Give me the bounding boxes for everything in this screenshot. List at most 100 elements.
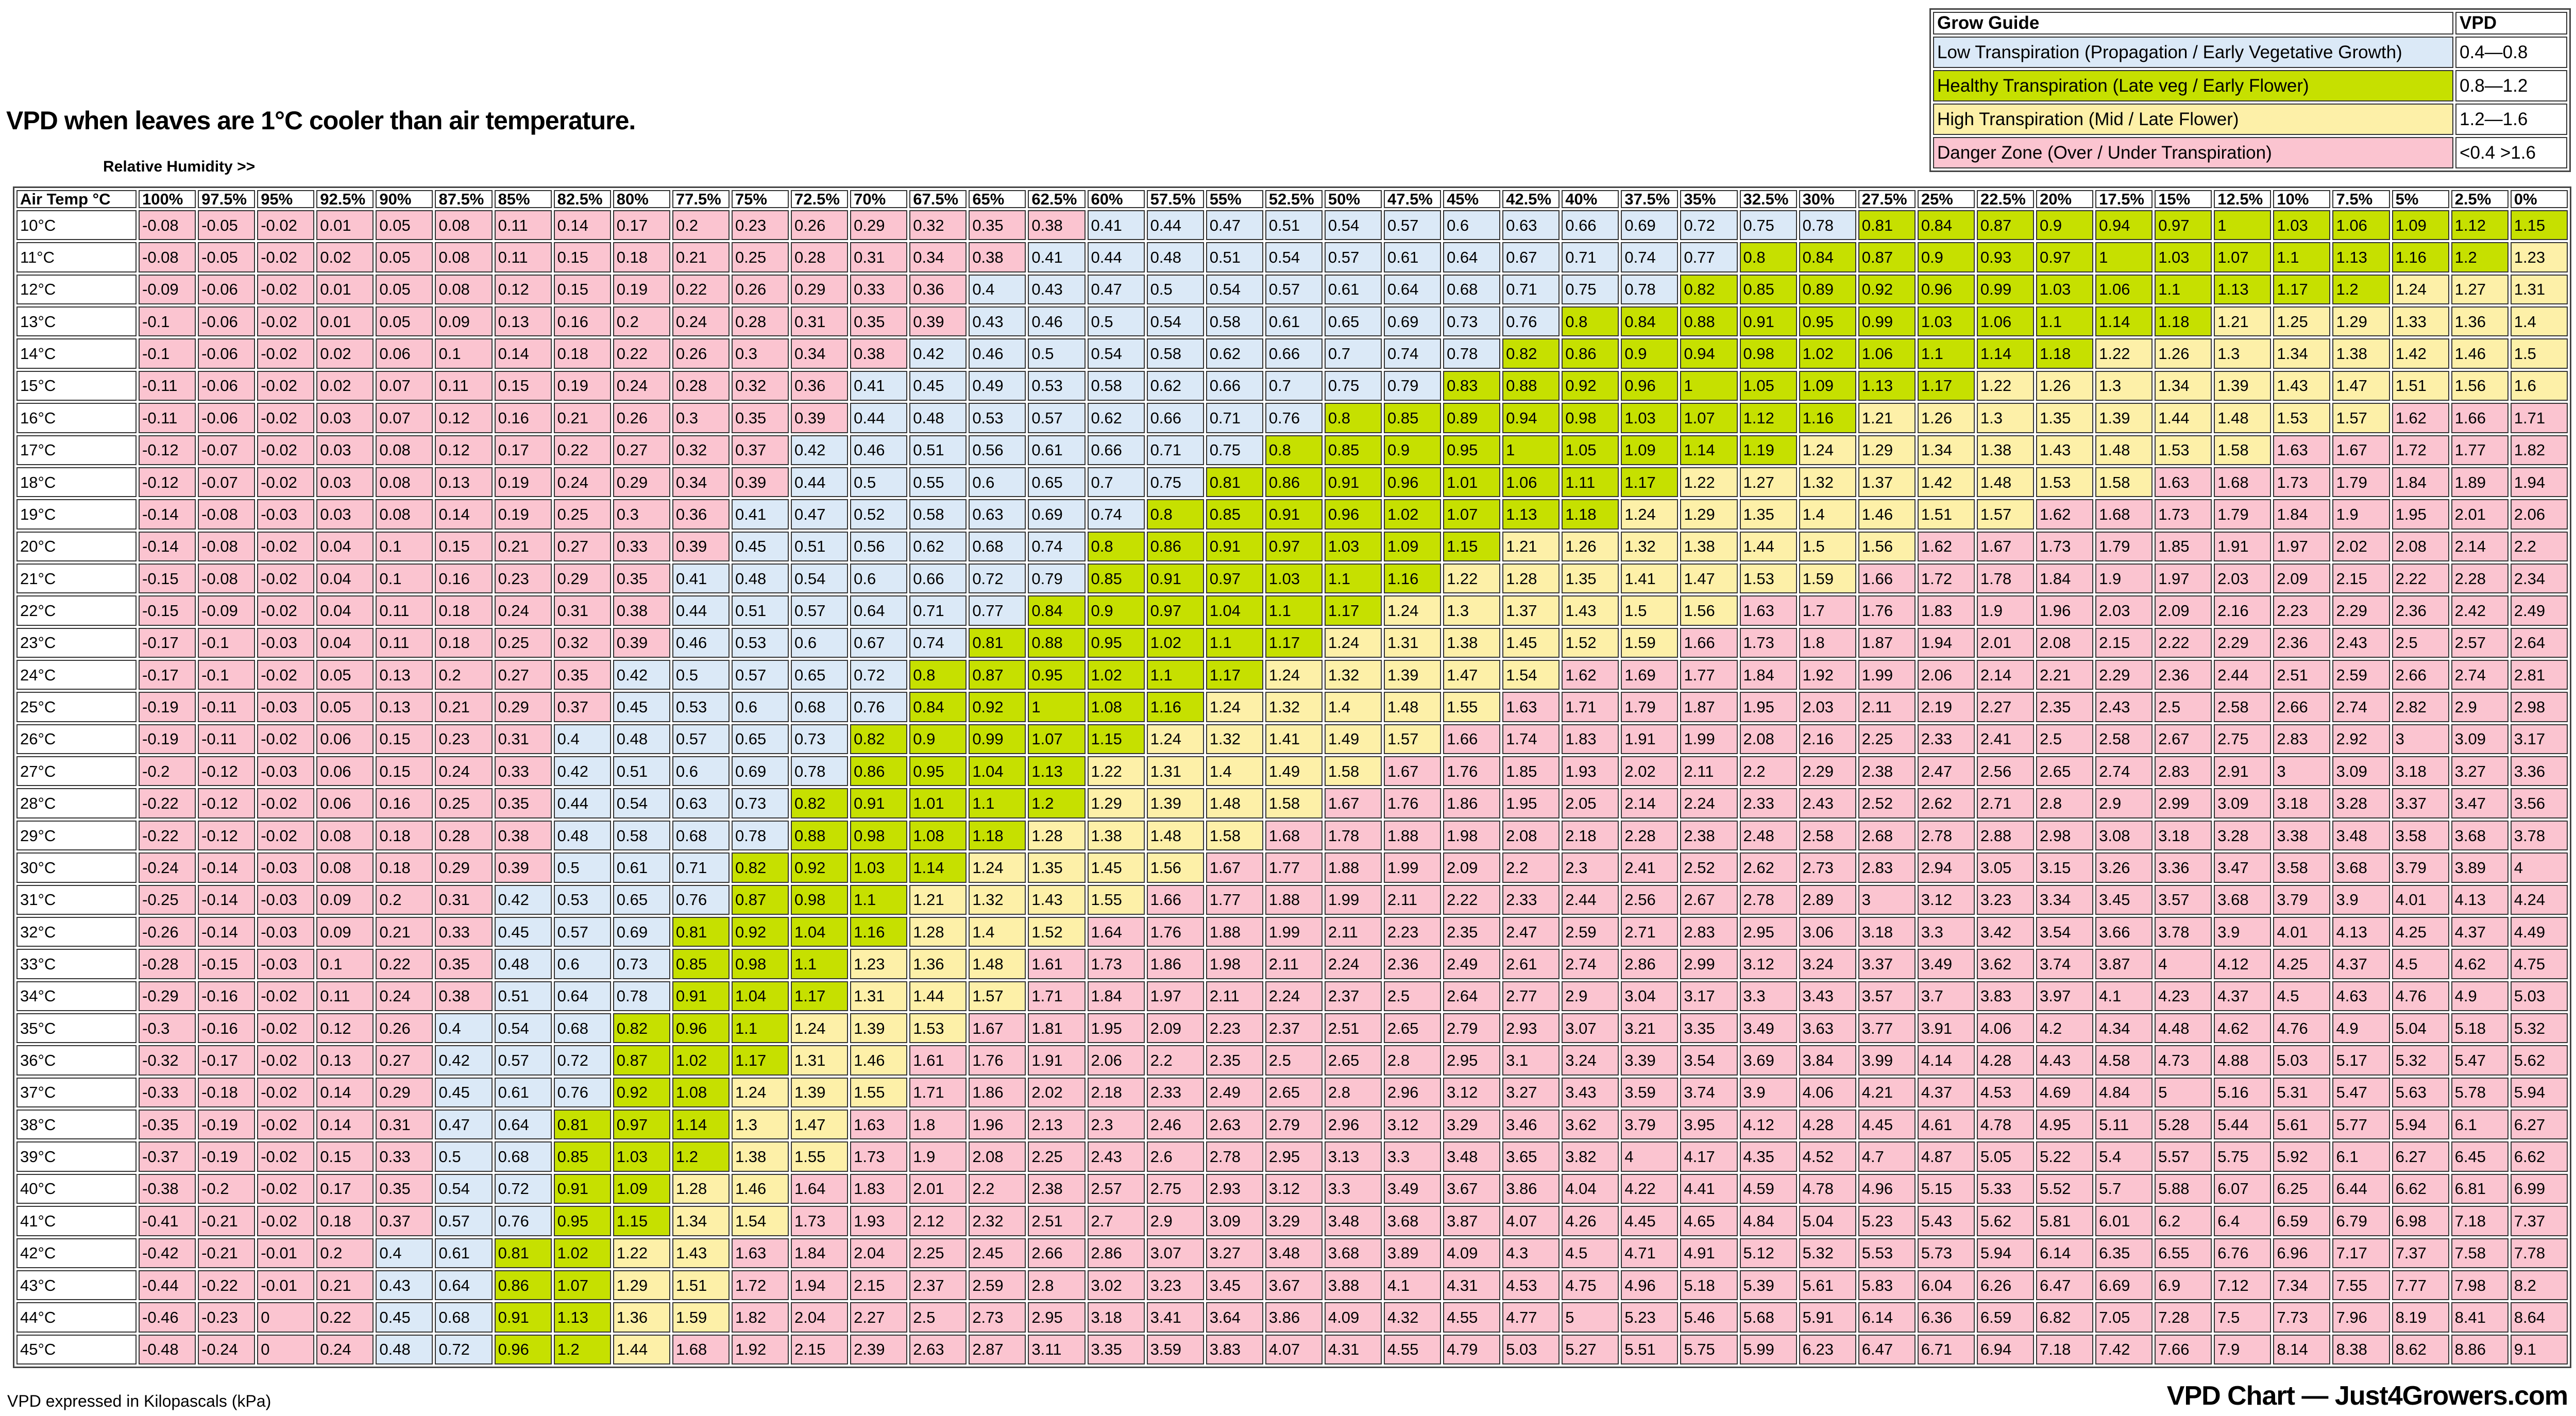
vpd-cell: 5.94 [2392, 1110, 2449, 1140]
air-temp-cell: 25°C [16, 692, 137, 722]
vpd-cell: 7.73 [2273, 1302, 2331, 1333]
vpd-cell: 1.77 [1265, 852, 1323, 883]
vpd-cell: 0.11 [376, 627, 433, 658]
vpd-cell: 4.28 [1799, 1110, 1856, 1140]
vpd-cell: 0.81 [494, 1238, 552, 1268]
grow-guide-legend: Grow Guide VPD Low Transpiration (Propag… [1929, 8, 2571, 172]
vpd-cell: 6.59 [1976, 1302, 2034, 1333]
vpd-cell: 0.69 [731, 756, 789, 787]
table-row: 20°C -0.14 -0.08 -0.02 0.04 0.1 0.15 0.21 0.27 0.… [16, 531, 2568, 561]
vpd-cell: 0.6 [969, 467, 1026, 498]
vpd-cell: 0.36 [791, 370, 849, 401]
vpd-cell: 0.89 [1443, 403, 1501, 433]
vpd-cell: 1.68 [2214, 467, 2272, 498]
vpd-cell: 0.61 [1265, 306, 1323, 337]
vpd-cell: 0.45 [376, 1302, 433, 1333]
vpd-cell: 2.46 [1146, 1110, 1204, 1140]
vpd-cell: 1.17 [1265, 627, 1323, 658]
vpd-cell: 0.48 [553, 820, 611, 851]
vpd-cell: 0.27 [553, 531, 611, 561]
vpd-cell: -0.02 [257, 531, 315, 561]
vpd-cell: 1.32 [1265, 692, 1323, 722]
vpd-cell: 3.07 [1562, 1013, 1619, 1044]
vpd-cell: 2.09 [2155, 595, 2212, 626]
vpd-cell: 2.16 [2214, 595, 2272, 626]
vpd-cell: 0.85 [1206, 499, 1263, 530]
vpd-cell: 0.21 [672, 242, 730, 272]
vpd-cell: 3.18 [2273, 788, 2331, 818]
vpd-cell: 0.18 [376, 820, 433, 851]
humidity-column-header: 27.5% [1858, 190, 1916, 208]
vpd-cell: 1.79 [2214, 499, 2272, 530]
air-temp-cell: 41°C [16, 1206, 137, 1236]
vpd-cell: -0.07 [198, 467, 256, 498]
vpd-cell: 5.62 [2510, 1045, 2568, 1076]
vpd-cell: 0.78 [791, 756, 849, 787]
vpd-cell: 2.36 [1383, 949, 1442, 979]
vpd-cell: 0.78 [1799, 210, 1856, 241]
vpd-cell: 3.62 [1976, 949, 2034, 979]
vpd-cell: 6.81 [2451, 1173, 2509, 1204]
vpd-cell: 3.15 [2036, 852, 2094, 883]
vpd-cell: 1.24 [1324, 627, 1382, 658]
vpd-cell: 0.25 [494, 627, 552, 658]
vpd-cell: 5.27 [1562, 1334, 1619, 1364]
vpd-cell: 0.81 [553, 1110, 611, 1140]
vpd-cell: 0.77 [1680, 242, 1738, 272]
vpd-cell: 5.39 [1739, 1270, 1797, 1301]
vpd-cell: 3.49 [1383, 1173, 1442, 1204]
vpd-cell: 0.08 [376, 499, 433, 530]
vpd-cell: 4.3 [1502, 1238, 1560, 1268]
vpd-cell: 0 [257, 1334, 315, 1364]
vpd-cell: 2.21 [2036, 660, 2094, 690]
vpd-cell: 1.23 [850, 949, 908, 979]
vpd-cell: 0.68 [553, 1013, 611, 1044]
vpd-cell: 0.67 [1502, 242, 1560, 272]
legend-row: Healthy Transpiration (Late veg / Early … [1933, 70, 2567, 101]
vpd-cell: 1.49 [1324, 724, 1382, 755]
vpd-cell: 0.82 [731, 852, 789, 883]
vpd-cell: 0.33 [376, 1141, 433, 1172]
vpd-cell: 0.47 [1087, 274, 1145, 305]
vpd-cell: 1.36 [2451, 306, 2509, 337]
vpd-cell: 1.76 [969, 1045, 1026, 1076]
vpd-cell: 2.08 [1502, 820, 1560, 851]
vpd-cell: 0.02 [316, 370, 374, 401]
vpd-cell: 3.29 [1443, 1110, 1501, 1140]
air-temp-cell: 40°C [16, 1173, 137, 1204]
vpd-cell: -0.06 [198, 370, 256, 401]
vpd-cell: 0.51 [909, 435, 967, 465]
vpd-cell: 0.08 [435, 210, 493, 241]
vpd-cell: 1.53 [2155, 435, 2212, 465]
legend-label: Low Transpiration (Propagation / Early V… [1933, 37, 2453, 68]
vpd-cell: 2.38 [1028, 1173, 1086, 1204]
vpd-cell: 1.02 [1146, 627, 1204, 658]
vpd-cell: 0.3 [731, 338, 789, 369]
air-temp-cell: 23°C [16, 627, 137, 658]
vpd-cell: 0.04 [316, 563, 374, 594]
vpd-cell: 0.93 [1976, 242, 2034, 272]
table-row: 22°C -0.15 -0.09 -0.02 0.04 0.11 0.18 0.24 0.31 0… [16, 595, 2568, 626]
vpd-cell: 2.02 [2332, 531, 2390, 561]
vpd-cell: 0.12 [316, 1013, 374, 1044]
vpd-cell: 3.3 [1917, 916, 1975, 947]
vpd-cell: 3.27 [1206, 1238, 1263, 1268]
vpd-cell: 1.9 [909, 1141, 967, 1172]
vpd-cell: -0.11 [139, 370, 196, 401]
vpd-cell: 6.99 [2510, 1173, 2568, 1204]
vpd-cell: 2.34 [2510, 563, 2568, 594]
vpd-cell: 1.58 [1265, 788, 1323, 818]
vpd-cell: 0.45 [494, 916, 552, 947]
vpd-cell: 1.59 [1799, 563, 1856, 594]
vpd-cell: 2.22 [2155, 627, 2212, 658]
vpd-cell: 0.35 [435, 949, 493, 979]
vpd-cell: -0.14 [198, 916, 256, 947]
humidity-column-header: 10% [2273, 190, 2331, 208]
vpd-cell: 0.41 [731, 499, 789, 530]
vpd-cell: 1.94 [1917, 627, 1975, 658]
vpd-cell: 6.98 [2392, 1206, 2449, 1236]
vpd-cell: 1.61 [1028, 949, 1086, 979]
vpd-cell: 0.13 [316, 1045, 374, 1076]
table-row: 27°C -0.2 -0.12 -0.03 0.06 0.15 0.24 0.33 0.42 0.… [16, 756, 2568, 787]
vpd-cell: 0.92 [731, 916, 789, 947]
